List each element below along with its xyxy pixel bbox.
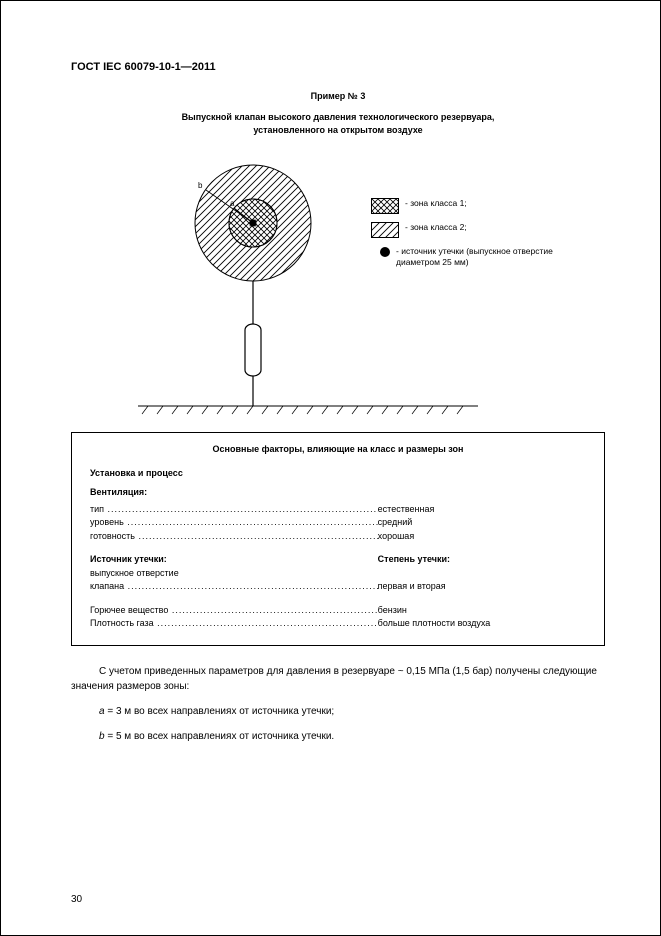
row-key: тип [90,503,378,517]
ventilation-label: Вентиляция: [90,486,586,500]
zone-diagram: a b [78,148,598,418]
grade-label: Степень утечки: [378,553,586,567]
row-val: хорошая [378,530,586,544]
src-sub1: выпускное отверстие [90,567,586,581]
factors-title: Основные факторы, влияющие на класс и ра… [90,443,586,457]
factors-rows-2: Горючее вещество бензин Плотность газа б… [90,604,586,631]
legend-zone1-text: - зона класса 1; [405,198,467,209]
factors-row: уровень средний [90,516,586,530]
source-grade-headers: Источник утечки: Степень утечки: [90,553,586,567]
row-key: уровень [90,516,378,530]
factors-row: Горючее вещество бензин [90,604,586,618]
caption-line-2: установленного на открытом воздухе [253,125,422,135]
row-val: больше плотности воздуха [378,617,586,631]
factors-row: Плотность газа больше плотности воздуха [90,617,586,631]
body-text: С учетом приведенных параметров для давл… [71,664,605,744]
row-val: бензин [378,604,586,618]
param-b: b = 5 м во всех направлениях от источник… [71,729,605,744]
svg-text:b: b [198,181,203,190]
body-p1: С учетом приведенных параметров для давл… [71,664,605,694]
diag-swatch-icon [371,222,399,238]
install-label: Установка и процесс [90,467,586,481]
param-a-rest: = 3 м во всех направлениях от источника … [105,706,335,717]
row-key: готовность [90,530,378,544]
legend-zone2-text: - зона класса 2; [405,222,467,233]
example-number: Пример № 3 [71,91,605,101]
caption-line-1: Выпускной клапан высокого давления техно… [182,112,495,122]
legend-zone1: - зона класса 1; [371,198,576,214]
row-val: первая и вторая [378,580,586,594]
legend-source-text: - источник утечки (выпускное отверстие д… [396,246,576,268]
param-a: a = 3 м во всех направлениях от источник… [71,704,605,719]
legend-zone2: - зона класса 2; [371,222,576,238]
svg-text:a: a [230,199,235,208]
factors-row: тип естественная [90,503,586,517]
diagram-area: a b [71,148,605,418]
standard-header: ГОСТ IEC 60079-10-1—2011 [71,61,605,73]
factors-rows-1: тип естественная уровень средний готовно… [90,503,586,544]
src-label: Источник утечки: [90,553,378,567]
crosshatch-swatch-icon [371,198,399,214]
legend-source: - источник утечки (выпускное отверстие д… [371,246,576,268]
row-val: средний [378,516,586,530]
row-key: Горючее вещество [90,604,378,618]
factors-box: Основные факторы, влияющие на класс и ра… [71,432,605,646]
source-dot-icon [380,247,390,257]
factors-row: готовность хорошая [90,530,586,544]
factors-row: клапана первая и вторая [90,580,586,594]
diagram-legend: - зона класса 1; - зона класса 2; - исто… [371,198,576,276]
row-key: клапана [90,580,378,594]
row-val: естественная [378,503,586,517]
row-key: Плотность газа [90,617,378,631]
page-number: 30 [71,894,82,905]
param-b-rest: = 5 м во всех направлениях от источника … [105,731,335,742]
figure-caption: Выпускной клапан высокого давления техно… [71,111,605,136]
